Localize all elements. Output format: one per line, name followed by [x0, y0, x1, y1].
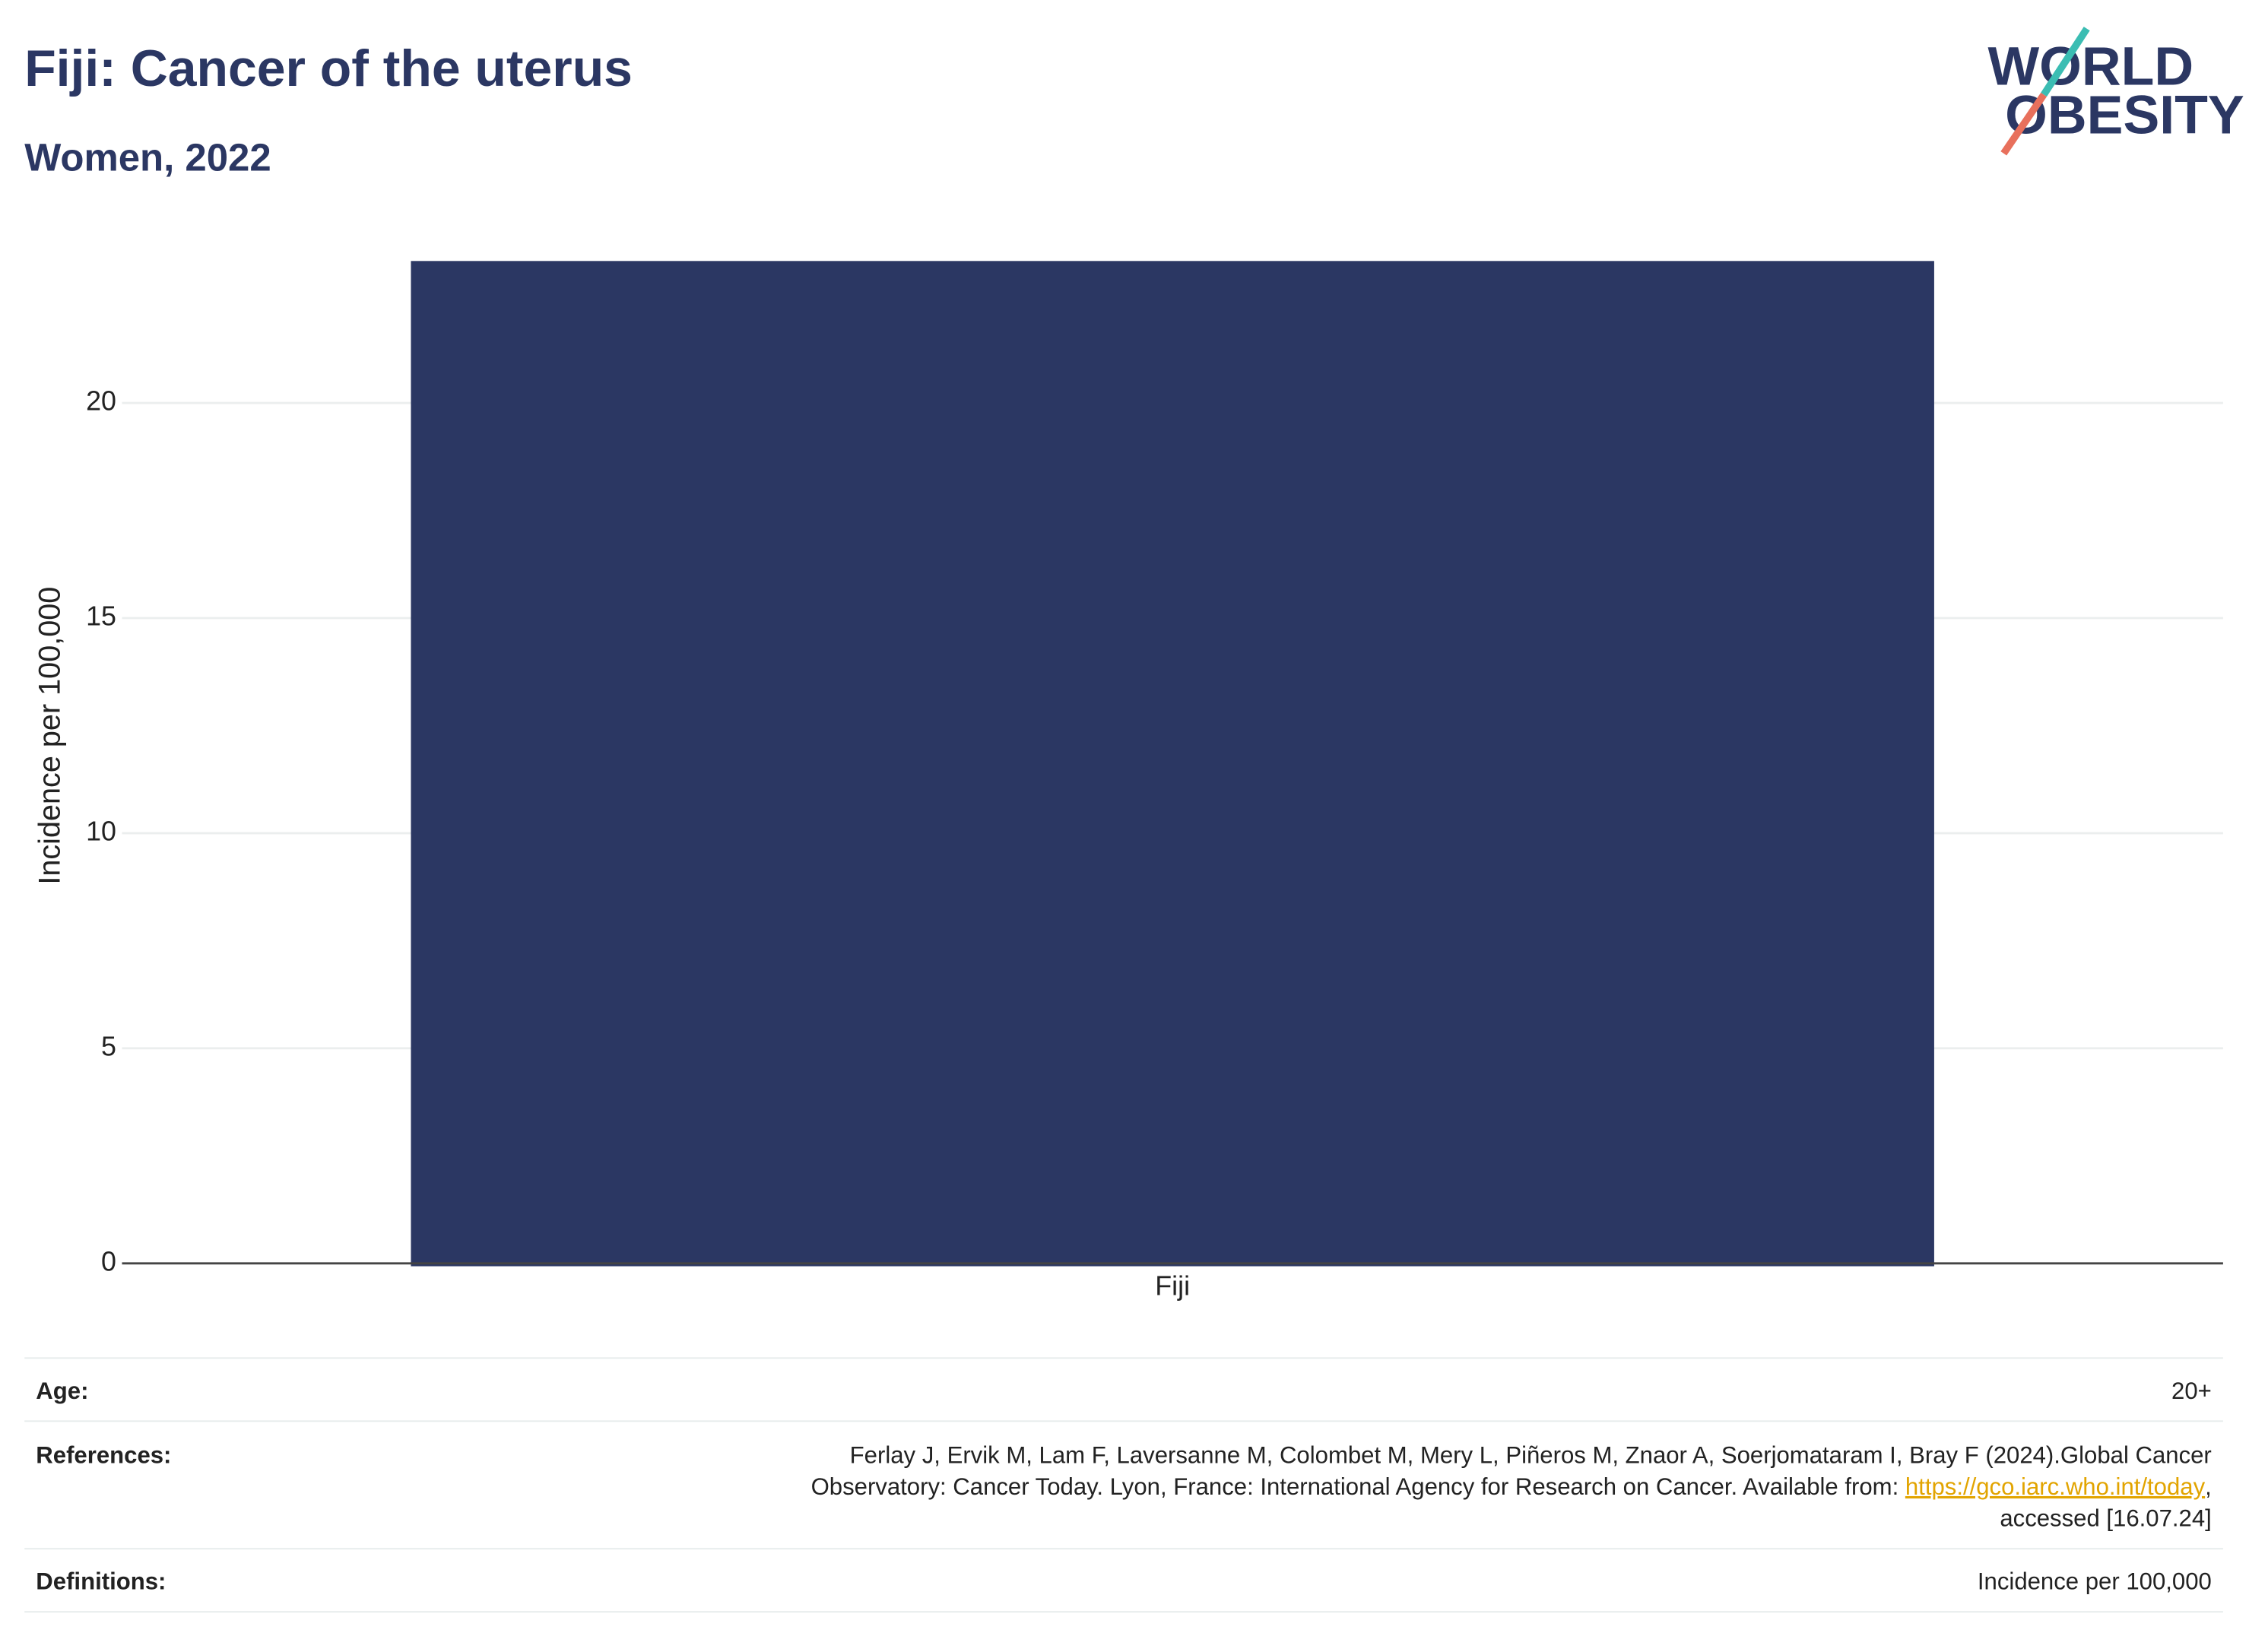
footer: Age: 20+ References: Ferlay J, Ervik M, … [24, 1357, 2223, 1613]
row-value: Ferlay J, Ervik M, Lam F, Laversanne M, … [850, 1442, 2212, 1469]
logo-text: WORLD [1988, 36, 2194, 97]
row-label: Age: [36, 1378, 88, 1404]
row-value: 20+ [2171, 1378, 2212, 1404]
row-label: References: [36, 1442, 171, 1469]
y-tick-label: 5 [101, 1031, 116, 1061]
y-tick-label: 15 [86, 601, 116, 631]
chart-title: Fiji: Cancer of the uterus [24, 40, 633, 97]
y-axis-label: Incidence per 100,000 [33, 587, 67, 885]
logo-slash [2000, 92, 2048, 156]
logo-slash [2041, 27, 2090, 97]
bar [411, 261, 1934, 1267]
text: Observatory: Cancer Today. Lyon, France:… [811, 1473, 1905, 1500]
chart-subtitle: Women, 2022 [24, 135, 271, 179]
y-tick-label: 20 [86, 386, 116, 417]
row-value: accessed [16.07.24] [2000, 1505, 2211, 1532]
link[interactable]: https://gco.iarc.who.int/today [1905, 1473, 2206, 1500]
text: , [2205, 1473, 2212, 1500]
y-tick-label: 0 [101, 1246, 116, 1276]
x-tick-label: Fiji [1155, 1270, 1190, 1301]
row-label: Definitions: [36, 1568, 166, 1595]
logo: WORLD OBESITY [1988, 27, 2244, 156]
row-value: Incidence per 100,000 [1978, 1568, 2212, 1595]
row-value: Observatory: Cancer Today. Lyon, France:… [811, 1473, 2212, 1500]
y-tick-label: 10 [86, 816, 116, 846]
